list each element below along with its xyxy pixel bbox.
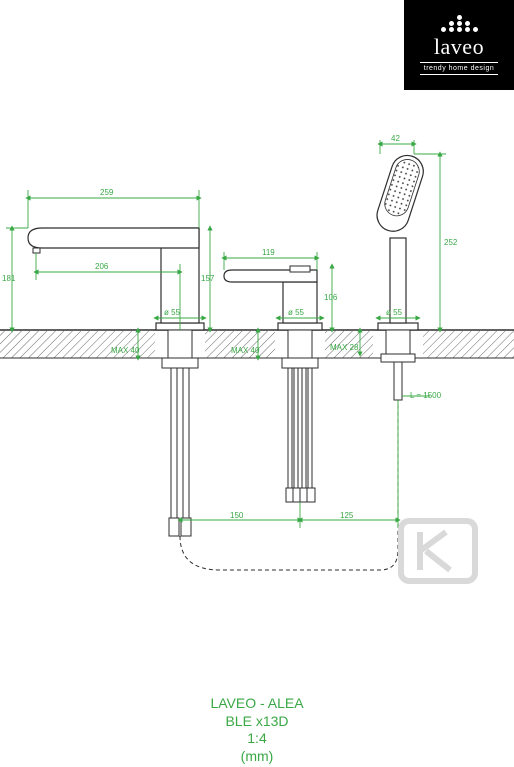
dim-252: 252: [444, 238, 457, 247]
dim-259: 259: [100, 188, 113, 197]
caption-line1: LAVEO - ALEA: [0, 695, 514, 713]
dim-l1500: L = 1500: [410, 391, 441, 400]
dim-max40a: MAX 40: [111, 346, 139, 355]
drawing-caption: LAVEO - ALEA BLE x13D 1:4 (mm): [0, 695, 514, 767]
dim-max40b: MAX 40: [231, 346, 259, 355]
caption-line2: BLE x13D: [0, 713, 514, 731]
dim-dia55a: ø 55: [164, 308, 180, 317]
spout-fixture: [28, 228, 204, 536]
watermark-icon: [398, 518, 478, 584]
dim-150: 150: [230, 511, 243, 520]
hand-shower-fixture: [373, 151, 428, 400]
brand-logo: laveo trendy home design: [404, 0, 514, 90]
dim-dia55c: ø 55: [386, 308, 402, 317]
dim-206: 206: [95, 262, 108, 271]
logo-brand-text: laveo: [434, 34, 484, 60]
dim-106: 106: [324, 293, 337, 302]
logo-tagline: trendy home design: [420, 62, 498, 75]
caption-line4: (mm): [0, 748, 514, 766]
logo-dots-icon: [441, 15, 478, 32]
caption-line3: 1:4: [0, 730, 514, 748]
dim-157: 157: [201, 274, 214, 283]
dim-42: 42: [391, 134, 400, 143]
dim-max28: MAX 28: [330, 343, 358, 352]
technical-drawing: 259 206 181 157 ø 55 MAX 40 119 106 ø 55…: [0, 140, 514, 620]
dim-119: 119: [262, 248, 275, 257]
mixer-handle-fixture: [224, 266, 322, 502]
dim-125: 125: [340, 511, 353, 520]
dim-181: 181: [2, 274, 15, 283]
dim-dia55b: ø 55: [288, 308, 304, 317]
